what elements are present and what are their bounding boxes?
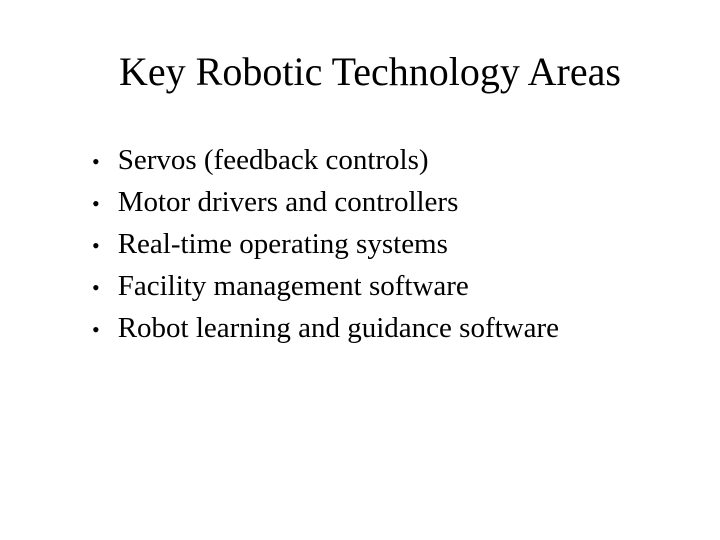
list-item: • Real-time operating systems (92, 223, 670, 265)
bullet-text: Motor drivers and controllers (118, 181, 459, 223)
bullet-icon: • (92, 314, 100, 346)
bullet-text: Facility management software (118, 265, 469, 307)
bullet-text: Robot learning and guidance software (118, 307, 559, 349)
bullet-icon: • (92, 188, 100, 220)
slide-container: Key Robotic Technology Areas • Servos (f… (0, 0, 720, 540)
list-item: • Servos (feedback controls) (92, 139, 670, 181)
bullet-text: Real-time operating systems (118, 223, 448, 265)
bullet-icon: • (92, 230, 100, 262)
bullet-icon: • (92, 272, 100, 304)
list-item: • Robot learning and guidance software (92, 307, 670, 349)
list-item: • Facility management software (92, 265, 670, 307)
slide-title: Key Robotic Technology Areas (70, 48, 670, 95)
bullet-list: • Servos (feedback controls) • Motor dri… (70, 139, 670, 349)
bullet-icon: • (92, 146, 100, 178)
bullet-text: Servos (feedback controls) (118, 139, 429, 181)
list-item: • Motor drivers and controllers (92, 181, 670, 223)
